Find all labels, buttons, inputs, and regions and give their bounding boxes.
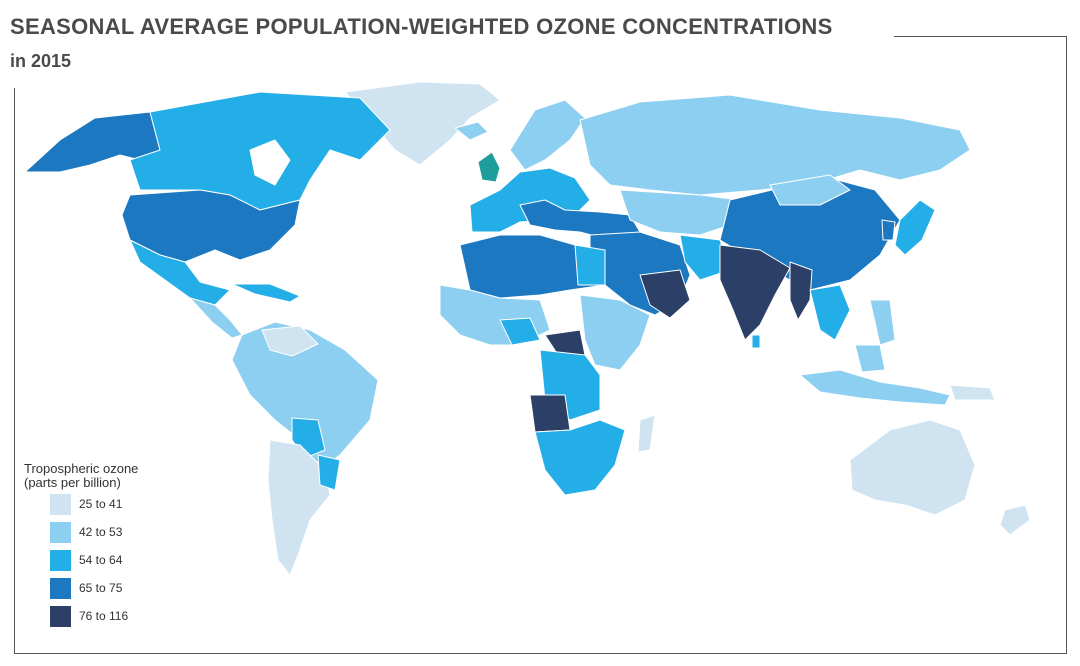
region-scandinavia — [509, 99, 586, 171]
region-philippines — [869, 299, 896, 346]
legend-label: 65 to 75 — [79, 581, 123, 595]
region-angola — [529, 394, 571, 433]
region-myanmar — [789, 261, 813, 321]
region-russia — [579, 94, 971, 196]
region-australia — [849, 419, 976, 516]
region-uk — [477, 151, 501, 183]
region-mexico — [129, 239, 231, 306]
region-hudson-bay — [249, 139, 291, 186]
legend-item: 54 to 64 — [24, 546, 138, 574]
region-venezuela — [261, 325, 319, 357]
map-frame-left-edge — [14, 88, 15, 654]
map-legend: Tropospheric ozone (parts per billion) 2… — [24, 462, 138, 630]
region-papua — [949, 384, 996, 401]
region-arabia — [639, 269, 691, 319]
legend-label: 25 to 41 — [79, 497, 123, 511]
legend-item: 76 to 116 — [24, 602, 138, 630]
region-korea — [881, 219, 896, 241]
map-subtitle: in 2015 — [10, 51, 72, 71]
region-iran — [679, 234, 731, 281]
region-southern-africa — [534, 419, 626, 496]
region-madagascar — [637, 414, 656, 453]
legend-swatch — [50, 521, 71, 543]
legend-swatch — [50, 577, 71, 599]
region-mongolia — [769, 174, 851, 206]
region-new-zealand — [999, 504, 1031, 536]
legend-item: 25 to 41 — [24, 490, 138, 518]
region-central-asia — [619, 189, 741, 236]
legend-swatch — [50, 493, 71, 515]
region-nigeria — [499, 317, 541, 346]
region-caribbean — [231, 283, 301, 303]
region-sri-lanka — [751, 334, 761, 349]
region-borneo — [854, 344, 886, 373]
region-east-africa — [579, 294, 651, 371]
legend-subtitle: (parts per billion) — [24, 475, 121, 490]
region-argentina — [267, 439, 331, 576]
legend-item: 65 to 75 — [24, 574, 138, 602]
legend-swatch — [50, 549, 71, 571]
legend-label: 76 to 116 — [79, 609, 129, 623]
region-paraguay — [317, 454, 341, 491]
legend-item: 42 to 53 — [24, 518, 138, 546]
legend-label: 54 to 64 — [79, 553, 123, 567]
region-south-america-north — [231, 321, 379, 471]
legend-swatch — [50, 605, 71, 627]
legend-title: Tropospheric ozone — [24, 461, 139, 476]
title-frame-gap — [14, 34, 894, 38]
region-japan — [894, 199, 936, 256]
region-indonesia — [799, 369, 951, 406]
region-india — [719, 244, 791, 341]
region-se-asia — [809, 284, 851, 341]
region-iceland — [454, 121, 489, 141]
region-egypt — [574, 244, 606, 286]
legend-label: 42 to 53 — [79, 525, 123, 539]
